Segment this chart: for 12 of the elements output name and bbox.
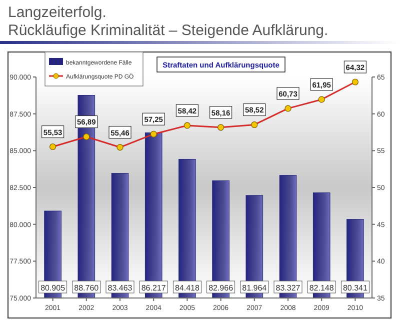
data-label: 88.760 bbox=[74, 284, 100, 292]
data-label: 86.217 bbox=[141, 284, 166, 292]
data-label: 80.905 bbox=[40, 284, 66, 292]
data-label: 84.418 bbox=[174, 284, 200, 292]
data-label: 83.463 bbox=[108, 284, 133, 292]
chart-title: Langzeiterfolg. bbox=[8, 4, 106, 21]
data-label: 80.341 bbox=[342, 284, 368, 292]
data-label: 83.327 bbox=[276, 284, 301, 292]
data-label: 81.964 bbox=[242, 284, 268, 292]
data-label: 82.148 bbox=[309, 284, 334, 292]
data-label: 82.966 bbox=[208, 284, 234, 292]
chart-subtitle: Rückläufige Kriminalität – Steigende Aufklärung. bbox=[8, 22, 328, 39]
